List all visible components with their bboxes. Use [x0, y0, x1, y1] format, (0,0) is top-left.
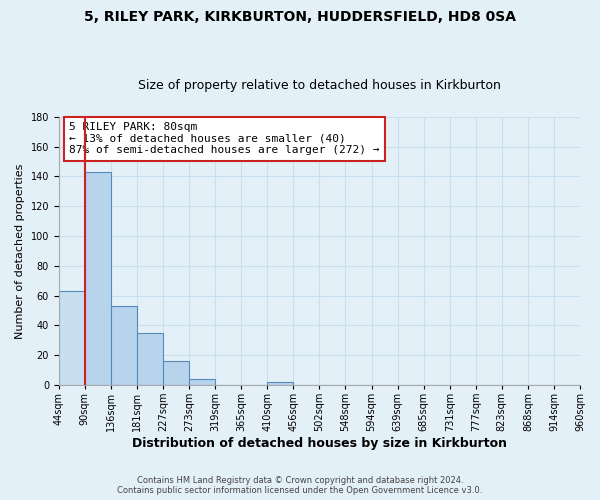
Bar	[137, 333, 163, 385]
Text: 5 RILEY PARK: 80sqm
← 13% of detached houses are smaller (40)
87% of semi-detach: 5 RILEY PARK: 80sqm ← 13% of detached ho…	[69, 122, 380, 156]
Bar	[85, 172, 111, 385]
Bar	[111, 306, 137, 385]
Text: Contains HM Land Registry data © Crown copyright and database right 2024.
Contai: Contains HM Land Registry data © Crown c…	[118, 476, 482, 495]
Text: 5, RILEY PARK, KIRKBURTON, HUDDERSFIELD, HD8 0SA: 5, RILEY PARK, KIRKBURTON, HUDDERSFIELD,…	[84, 10, 516, 24]
X-axis label: Distribution of detached houses by size in Kirkburton: Distribution of detached houses by size …	[132, 437, 507, 450]
Bar	[189, 379, 215, 385]
Bar	[59, 291, 85, 385]
Y-axis label: Number of detached properties: Number of detached properties	[15, 163, 25, 338]
Title: Size of property relative to detached houses in Kirkburton: Size of property relative to detached ho…	[138, 79, 501, 92]
Bar	[163, 361, 189, 385]
Bar	[267, 382, 293, 385]
